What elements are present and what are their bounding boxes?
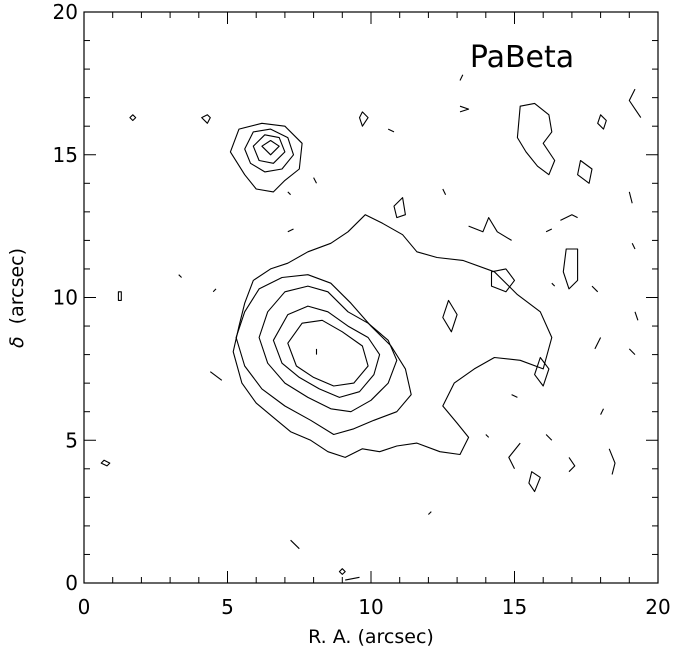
contour-lines: [100, 74, 642, 581]
contour-main-ring-4: [287, 319, 369, 387]
contour-frag-26: [287, 228, 294, 233]
contour-frag-13: [345, 576, 360, 581]
y-axis-label-symbol: δ: [6, 336, 28, 348]
contour-frag-25: [511, 394, 518, 398]
contour-speck-9: [338, 568, 346, 575]
contour-speck-3: [358, 111, 369, 127]
contour-east-patch-3: [562, 248, 579, 290]
contour-frag-19: [634, 311, 639, 321]
contour-knot-4: [261, 139, 280, 156]
contour-frag-11: [209, 371, 223, 381]
contour-speck-4: [117, 291, 122, 301]
contour-frag-8: [545, 228, 553, 233]
x-tick-label: 0: [78, 595, 91, 619]
contour-main-ring-1: [235, 274, 412, 436]
contour-speck-8: [597, 114, 607, 130]
y-tick-label: 10: [53, 286, 78, 310]
contour-frag-15: [508, 442, 521, 470]
contour-frag-21: [600, 408, 604, 415]
contour-speck-5: [100, 459, 111, 467]
plot-frame: [83, 11, 659, 584]
contour-frag-3: [628, 88, 642, 118]
contour-main-ring-2: [258, 285, 398, 413]
y-tick-label: 20: [53, 0, 78, 24]
contour-frag-29: [631, 243, 636, 250]
contour-frag-28: [287, 191, 291, 196]
contour-frag-7: [560, 214, 578, 221]
contour-east-patch-2: [490, 268, 516, 293]
contour-frag-20: [628, 348, 636, 355]
contour-frag-14: [428, 511, 432, 515]
y-axis-label: δ (arcsec): [6, 248, 28, 348]
contour-frag-1: [459, 74, 464, 81]
contour-speck-7: [528, 471, 541, 493]
axis-ticks: [83, 11, 659, 584]
contour-frag-24: [485, 434, 490, 438]
contour-frag-5: [442, 188, 447, 195]
contour-frag-18: [594, 337, 602, 350]
contour-east-patch-1: [516, 102, 556, 176]
contour-frag-10: [212, 288, 217, 293]
x-tick-label: 10: [358, 595, 383, 619]
contour-east-patch-4: [534, 356, 550, 387]
contour-knot-1: [229, 122, 303, 193]
contour-frag-23: [545, 434, 553, 441]
contour-main-outer: [232, 214, 553, 458]
contour-frag-4: [387, 128, 395, 133]
contour-knot-2: [244, 128, 295, 173]
y-tick-label: 15: [53, 143, 78, 167]
contour-frag-30: [551, 282, 556, 287]
contour-east-patch-5: [577, 159, 593, 184]
contour-frag-9: [178, 274, 182, 278]
axis-tick-labels: 0 5 10 15 20 0 5 10 15 20: [53, 0, 671, 619]
plot-annotation: PaBeta: [470, 40, 574, 75]
x-tick-label: 15: [502, 595, 527, 619]
y-tick-label: 5: [65, 428, 78, 452]
contour-frag-6: [468, 217, 512, 241]
contour-frag-12: [290, 539, 300, 550]
contour-knot-3: [252, 134, 286, 164]
y-tick-label: 0: [65, 571, 78, 595]
y-axis-label-text: (arcsec): [6, 248, 28, 324]
x-tick-label: 5: [221, 595, 234, 619]
x-axis-label: R. A. (arcsec): [308, 626, 434, 648]
contour-frag-27: [313, 177, 317, 184]
contour-frag-17: [628, 191, 633, 204]
contour-frag-2: [459, 105, 470, 113]
contour-frag-31: [591, 285, 599, 293]
contour-speck-6: [393, 197, 406, 219]
contour-speck-2: [201, 114, 211, 124]
x-tick-label: 20: [645, 595, 670, 619]
contour-frag-22: [568, 457, 576, 473]
contour-main-ring-3: [272, 305, 381, 398]
contour-east-patch-6: [442, 299, 458, 333]
contour-frag-16: [608, 448, 616, 475]
contour-speck-1: [129, 114, 137, 122]
